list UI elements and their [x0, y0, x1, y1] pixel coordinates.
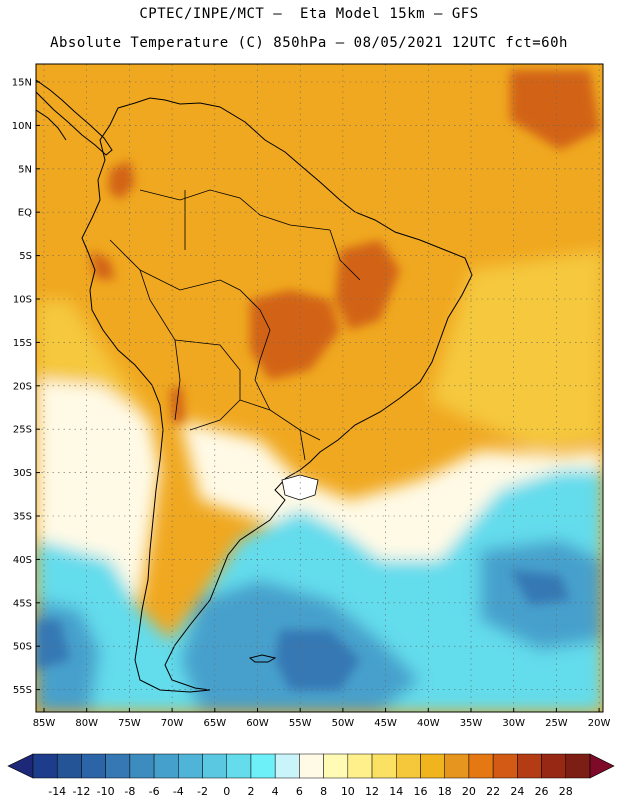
lon-label: 75W [118, 718, 141, 729]
colorbar-tick-label: 16 [413, 785, 427, 798]
lon-label: 65W [203, 718, 226, 729]
colorbar-tick-label: 4 [272, 785, 279, 798]
colorbar-tick-label: 18 [438, 785, 452, 798]
colorbar-swatch [274, 753, 300, 779]
lat-label: EQ [18, 208, 32, 219]
colorbar-swatch [226, 753, 252, 779]
colorbar-swatch [32, 753, 58, 779]
colorbar-tick-label: 2 [247, 785, 254, 798]
colorbar-over-arrow [589, 753, 615, 779]
title-line-2: Absolute Temperature (C) 850hPa – 08/05/… [50, 35, 568, 51]
lat-label: 30S [13, 468, 32, 479]
colorbar-tick-label: -4 [173, 785, 184, 798]
colorbar-tick-label: 8 [320, 785, 327, 798]
lat-label: 5N [18, 164, 32, 175]
colorbar-tick-label: -12 [72, 785, 90, 798]
colorbar-tick-label: -2 [197, 785, 208, 798]
lat-label: 40S [13, 555, 32, 566]
colorbar-tick-label: 26 [535, 785, 549, 798]
lon-label: 55W [289, 718, 312, 729]
island-falklands [248, 654, 277, 663]
colorbar-tick-label: -6 [149, 785, 160, 798]
colorbar-tick-label: 12 [365, 785, 379, 798]
lon-label: 30W [502, 718, 525, 729]
colorbar-tick-label: 22 [486, 785, 500, 798]
colorbar [7, 753, 615, 779]
colorbar-tick-label: 10 [341, 785, 355, 798]
latitude-axis: 15N 10N 5N EQ 5S 10S 15S 20S 25S 30S 35S 40S 45S 50S 5… [12, 78, 32, 697]
lat-label: 15S [13, 338, 32, 349]
lon-label: 40W [417, 718, 440, 729]
colorbar-tick-label: 0 [223, 785, 230, 798]
colorbar-swatch [468, 753, 494, 779]
lat-label: 5S [19, 251, 32, 262]
colorbar-swatch [517, 753, 542, 779]
colorbar-swatch [105, 753, 131, 779]
lat-label: 10S [13, 295, 32, 306]
colorbar-tick-label: 14 [389, 785, 403, 798]
colorbar-swatch [299, 753, 324, 779]
lat-label: 10N [12, 121, 32, 132]
colorbar-swatch [56, 753, 82, 779]
longitude-axis: 85W 80W 75W 70W 65W 60W 55W 50W 45W 40W 35W 30W 25W 2… [33, 718, 611, 729]
lat-label: 15N [12, 78, 32, 89]
coastline-central-america [36, 79, 113, 156]
colorbar-swatch [565, 753, 591, 779]
lon-label: 20W [588, 718, 611, 729]
colorbar-under-arrow [7, 753, 34, 779]
title-line-1: CPTEC/INPE/MCT – Eta Model 15km – GFS [139, 6, 479, 22]
lon-label: 85W [33, 718, 56, 729]
colorbar-swatch [492, 753, 518, 779]
lat-label: 45S [13, 598, 32, 609]
lon-label: 45W [374, 718, 397, 729]
colorbar-tick-label: 24 [510, 785, 524, 798]
colorbar-swatch [541, 753, 567, 779]
colorbar-tick-label: -14 [48, 785, 66, 798]
colorbar-tick-label: -10 [97, 785, 115, 798]
colorbar-tick-label: 6 [296, 785, 303, 798]
colorbar-tick-label: 28 [559, 785, 573, 798]
colorbar-swatch [153, 753, 179, 779]
coastline [81, 97, 473, 693]
lon-label: 50W [332, 718, 355, 729]
colorbar-swatch [323, 753, 349, 779]
lon-label: 80W [75, 718, 98, 729]
colorbar-swatch [371, 753, 397, 779]
lon-label: 35W [460, 718, 483, 729]
lon-label: 70W [161, 718, 184, 729]
map-frame [35, 63, 604, 713]
lon-label: 60W [246, 718, 269, 729]
colorbar-swatch [347, 753, 373, 779]
lat-label: 35S [13, 512, 32, 523]
temperature-field [36, 64, 603, 712]
lat-label: 55S [13, 685, 32, 696]
colorbar-tick-label: 20 [462, 785, 476, 798]
colorbar-swatch [444, 753, 470, 779]
colorbar-swatch [202, 753, 227, 779]
colorbar-labels: -14 -12 -10 -8 -6 -4 -2 0 2 4 6 8 10 12 14 16 18 20 22 24 26… [48, 785, 573, 798]
colorbar-swatch [129, 753, 155, 779]
lat-label: 50S [13, 642, 32, 653]
colorbar-swatch [420, 753, 445, 779]
lat-label: 20S [13, 381, 32, 392]
colorbar-tick-label: -8 [124, 785, 135, 798]
lat-label: 25S [13, 425, 32, 436]
coastline-caribbean [36, 109, 67, 141]
colorbar-swatch [81, 753, 106, 779]
colorbar-swatch [250, 753, 276, 779]
colorbar-swatch [396, 753, 421, 779]
lon-label: 25W [545, 718, 568, 729]
colorbar-swatch [178, 753, 203, 779]
